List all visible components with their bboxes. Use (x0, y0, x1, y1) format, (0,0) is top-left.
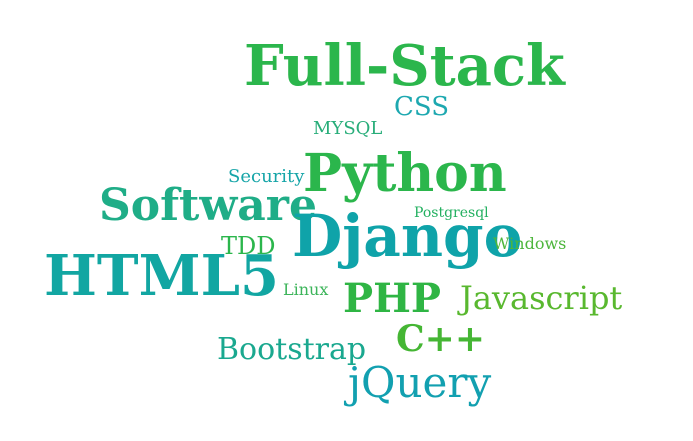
word-php: PHP (343, 275, 441, 322)
word-security: Security (228, 166, 305, 187)
word-bootstrap: Bootstrap (217, 332, 367, 367)
word-css: CSS (394, 92, 450, 122)
word-full-stack: Full-Stack (244, 33, 565, 99)
word-python: Python (303, 143, 507, 204)
word-html5: HTML5 (44, 243, 279, 309)
word-tdd: TDD (221, 232, 276, 260)
word-jquery: jQuery (348, 358, 492, 407)
word-django: Django (292, 202, 523, 270)
word-postgresql: Postgresql (414, 205, 489, 221)
word-javascript: Javascript (460, 279, 623, 317)
word-mysql: MYSQL (313, 118, 383, 139)
word-windows: Windows (493, 234, 567, 253)
word-software: Software (99, 180, 317, 231)
word-cpp: C++ (396, 318, 485, 360)
word-linux: Linux (283, 280, 329, 299)
